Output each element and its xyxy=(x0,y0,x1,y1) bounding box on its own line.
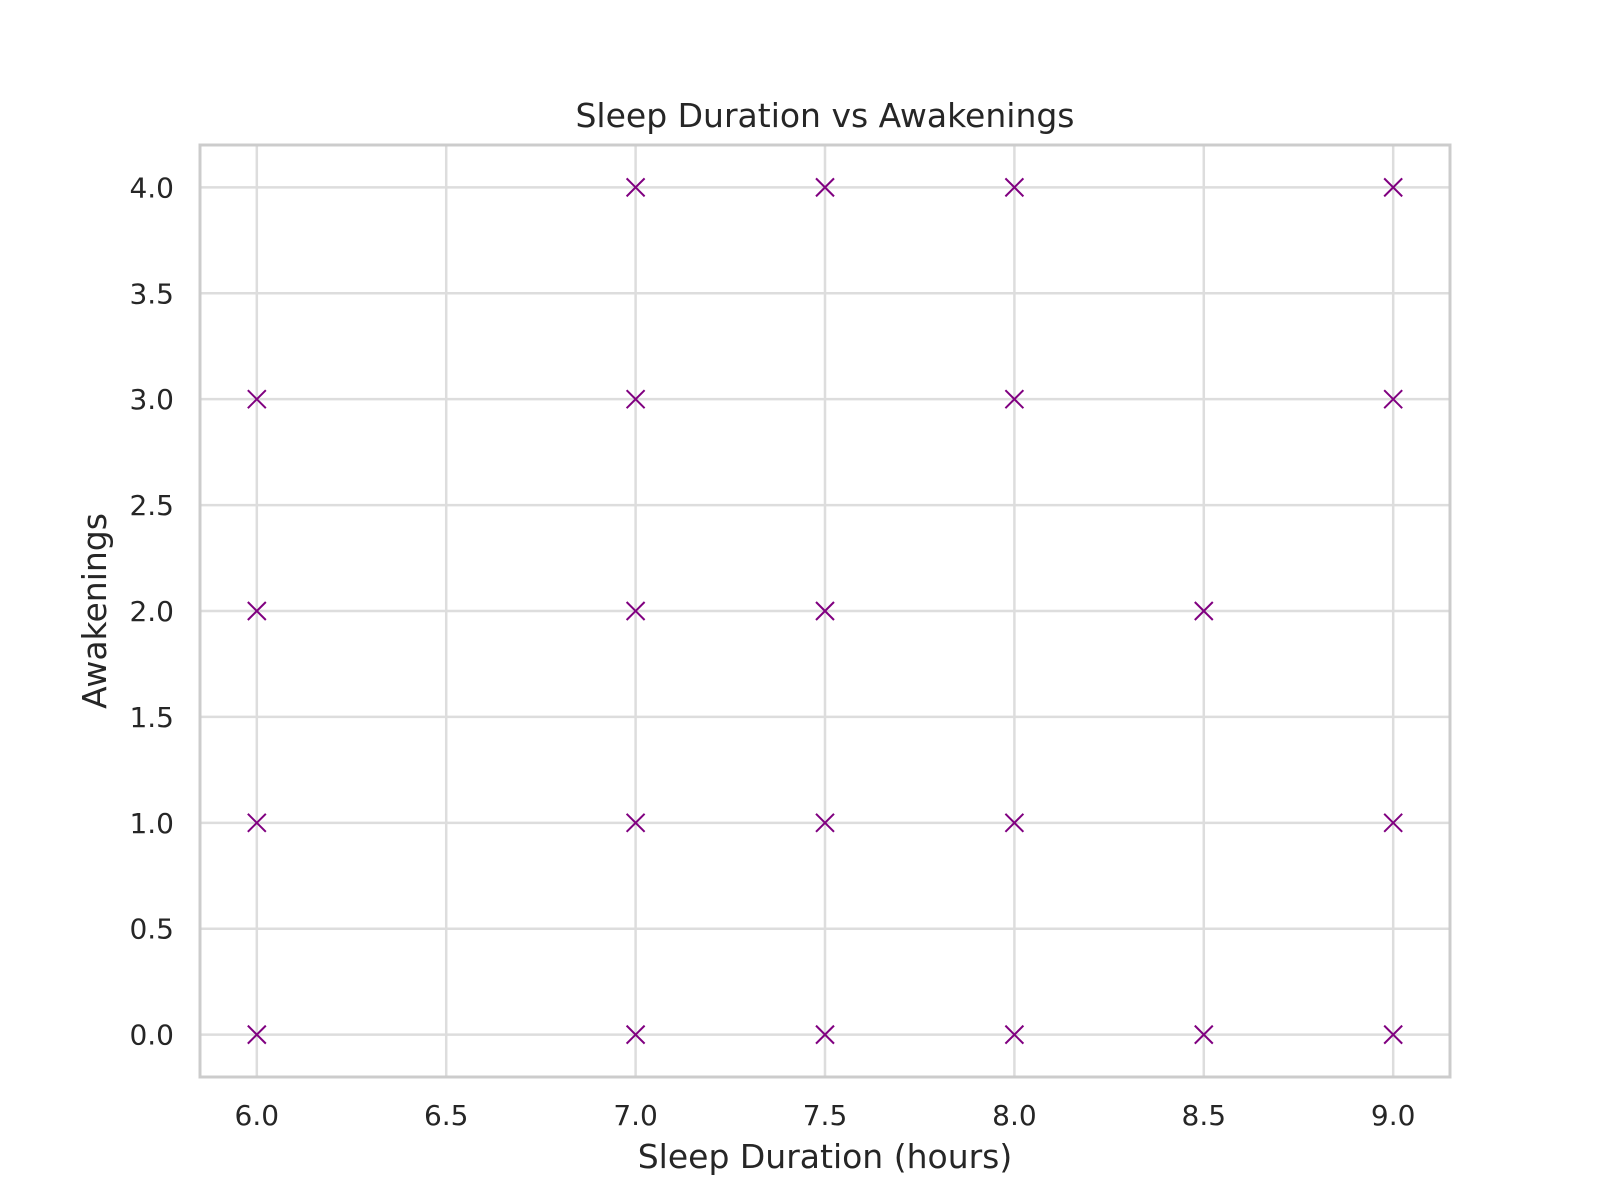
data-point xyxy=(1383,389,1403,409)
data-point xyxy=(1383,177,1403,198)
y-tick-label: 1.0 xyxy=(129,807,174,840)
x-tick-label: 6.5 xyxy=(424,1099,469,1132)
x-tick-label: 7.5 xyxy=(803,1099,848,1132)
y-tick-label: 2.5 xyxy=(129,489,174,522)
data-point xyxy=(1004,389,1025,409)
data-point xyxy=(815,813,835,833)
chart-title: Sleep Duration vs Awakenings xyxy=(575,96,1074,135)
data-point xyxy=(1004,1024,1025,1045)
data-point xyxy=(1383,813,1403,833)
data-point xyxy=(247,813,267,833)
data-point xyxy=(1004,177,1025,198)
data-point xyxy=(625,389,646,409)
data-point xyxy=(815,177,835,198)
data-point xyxy=(815,1024,835,1045)
y-tick-label: 3.5 xyxy=(129,277,174,310)
data-point xyxy=(625,177,646,198)
x-tick-label: 7.0 xyxy=(613,1099,658,1132)
data-point xyxy=(1004,813,1025,833)
data-point xyxy=(247,601,267,621)
y-tick-label: 0.0 xyxy=(129,1019,174,1052)
y-tick-label: 4.0 xyxy=(129,171,174,204)
tick-labels: 6.0 6.5 7.0 7.5 8.0 8.5 9.0 0.0 0.5 1.0 1.5 2.0 2.5 3… xyxy=(129,171,1415,1132)
data-point xyxy=(625,813,646,833)
plot-frame xyxy=(198,143,1452,1079)
x-tick-label: 6.0 xyxy=(235,1099,280,1132)
y-tick-label: 2.0 xyxy=(129,595,174,628)
x-axis-label: Sleep Duration (hours) xyxy=(638,1137,1013,1176)
y-tick-label: 0.5 xyxy=(129,913,174,946)
data-point xyxy=(815,601,835,621)
y-axis-label: Awakenings xyxy=(75,513,114,709)
data-points xyxy=(247,177,1403,1045)
data-point xyxy=(247,389,267,409)
x-tick-label: 8.5 xyxy=(1182,1099,1227,1132)
data-point xyxy=(247,1024,267,1045)
data-point xyxy=(625,601,646,621)
y-tick-label: 3.0 xyxy=(129,383,174,416)
x-tick-label: 9.0 xyxy=(1371,1099,1416,1132)
data-point xyxy=(1383,1024,1403,1045)
y-tick-label: 1.5 xyxy=(129,701,174,734)
data-point xyxy=(1194,601,1214,621)
data-point xyxy=(1194,1024,1214,1045)
x-tick-label: 8.0 xyxy=(992,1099,1037,1132)
data-point xyxy=(625,1024,646,1045)
